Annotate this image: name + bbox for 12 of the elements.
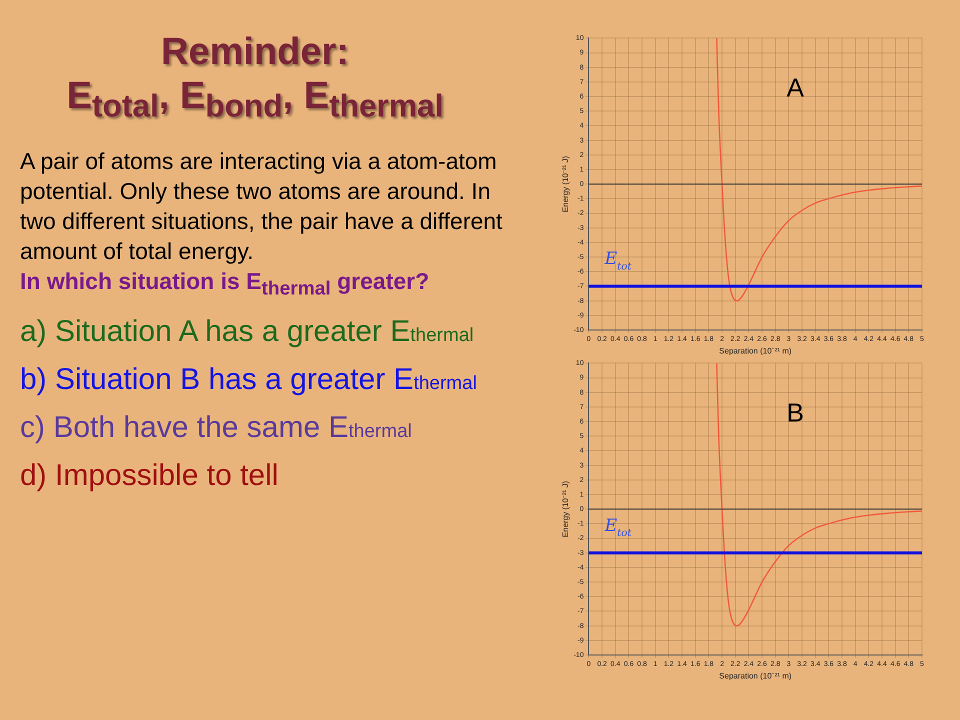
annotation: A: [786, 72, 805, 103]
text: In which situation is E$_{thermal}$ greater?: [20, 266, 430, 302]
y-axis-title: Energy (10⁻²¹ J): [561, 156, 570, 212]
line-series: [716, 38, 922, 302]
y-axis-title: Energy (10⁻²¹ J): [561, 480, 570, 538]
x-axis-title: Separation (10⁻²¹ m): [719, 671, 792, 680]
text: d) Impossible to tell: [20, 458, 280, 494]
annotation: B: [786, 398, 804, 428]
line-series: [716, 363, 922, 626]
text: A pair of atoms are interacting via a atom-atom potential. Only these two atoms are around. In two different situations, the pair have a different amount of total energy.: [20, 146, 504, 266]
x-axis-title: Separation (10⁻²¹ m): [719, 346, 792, 356]
chart-title: Reminder: E$_{total}$, E$_{bond}$, E$_{thermal}$: [66, 31, 444, 124]
